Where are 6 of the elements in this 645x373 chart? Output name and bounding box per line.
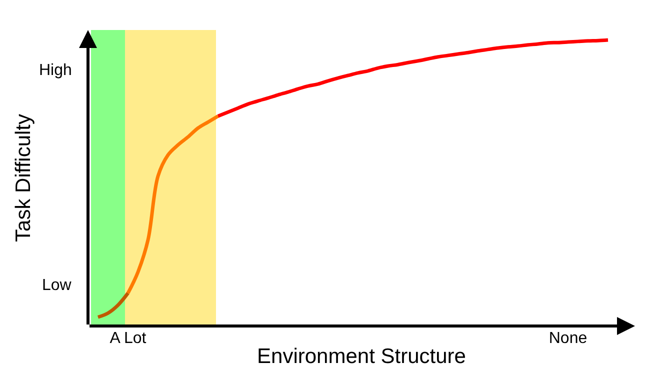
x-axis-title: Environment Structure (257, 345, 466, 368)
text: Low (42, 277, 72, 294)
text: High (39, 62, 72, 79)
x-tick-label: A Lot (110, 330, 147, 347)
x-tick-label: None (548, 330, 588, 347)
y-axis-title: Task Difficulty (12, 114, 36, 242)
